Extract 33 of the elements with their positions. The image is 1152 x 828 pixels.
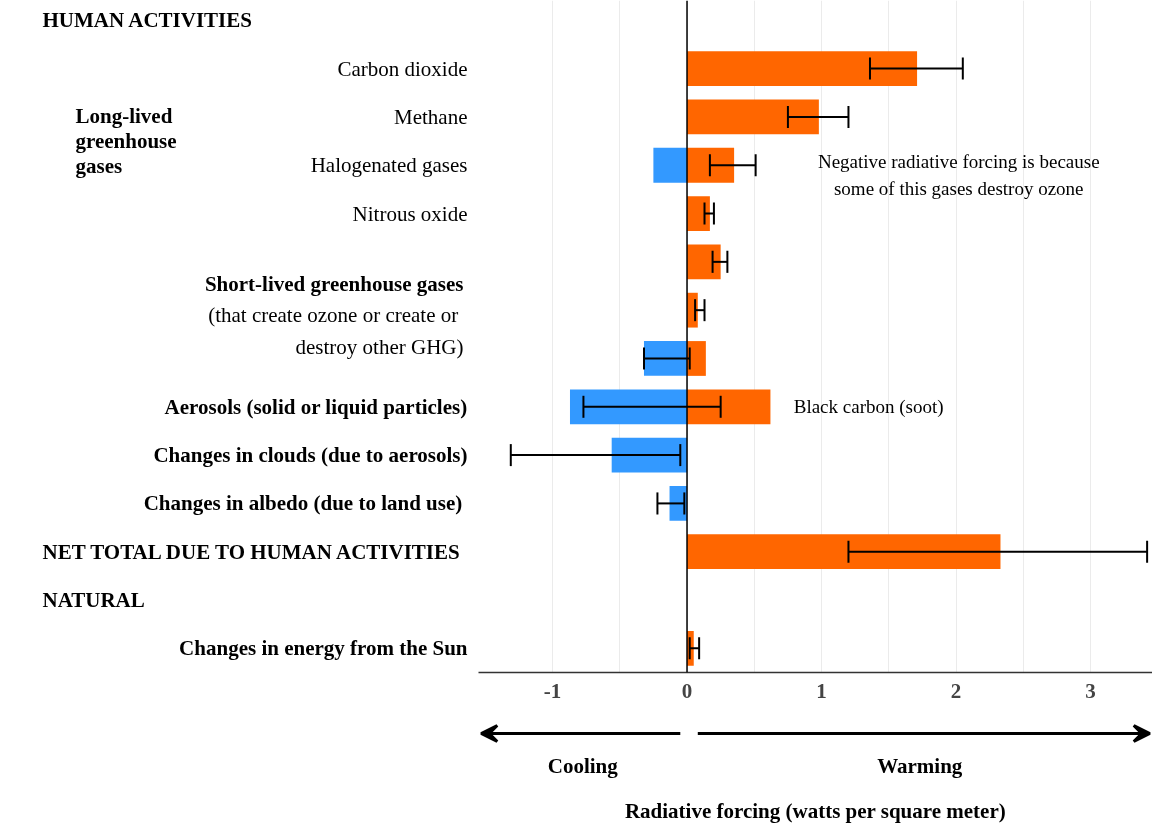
- y-tick-label: Methane: [394, 104, 468, 129]
- y-tick-label: NET TOTAL DUE TO HUMAN ACTIVITIES: [42, 539, 460, 564]
- bar: [687, 244, 721, 280]
- bar: [611, 437, 688, 473]
- bar: [687, 147, 735, 183]
- annotation: Negative radiative forcing is because some of this gases destroy ozone: [817, 150, 1100, 200]
- annotation: Black carbon (soot): [793, 396, 944, 419]
- x-tick-label: 0: [681, 678, 693, 703]
- bar: [569, 389, 688, 425]
- y-tick-label: Halogenated gases: [310, 153, 468, 178]
- x-tick-label: 2: [950, 678, 962, 703]
- y-tick-label: Nitrous oxide: [352, 201, 468, 226]
- bar: [687, 99, 819, 135]
- y-tick-label: Changes in clouds (due to aerosols): [153, 443, 468, 468]
- text: NATURAL: [42, 588, 145, 613]
- text: Short-lived greenhouse gases (that create ozone or create or destroy other GHG): [204, 271, 464, 360]
- x-tick-label: 3: [1085, 678, 1096, 703]
- text: Long-lived greenhouse gases: [75, 103, 177, 179]
- x-tick-label: 1: [816, 678, 827, 703]
- y-tick-label: Carbon dioxide: [337, 56, 468, 81]
- x-axis-title: Radiative forcing (watts per square meter): [624, 798, 1006, 823]
- x-tick-label: -1: [543, 678, 562, 703]
- bar: [687, 51, 918, 87]
- bar: [643, 341, 688, 376]
- text: Cooling: [547, 753, 619, 778]
- bar: [687, 389, 771, 425]
- bar: [653, 147, 688, 183]
- y-tick-label: Aerosols (solid or liquid particles): [164, 394, 468, 419]
- y-tick-label: Changes in albedo (due to land use): [143, 491, 463, 516]
- text: HUMAN ACTIVITIES: [42, 8, 252, 33]
- text: Warming: [877, 753, 963, 778]
- bar: [687, 534, 1001, 570]
- y-tick-label: Changes in energy from the Sun: [179, 636, 468, 661]
